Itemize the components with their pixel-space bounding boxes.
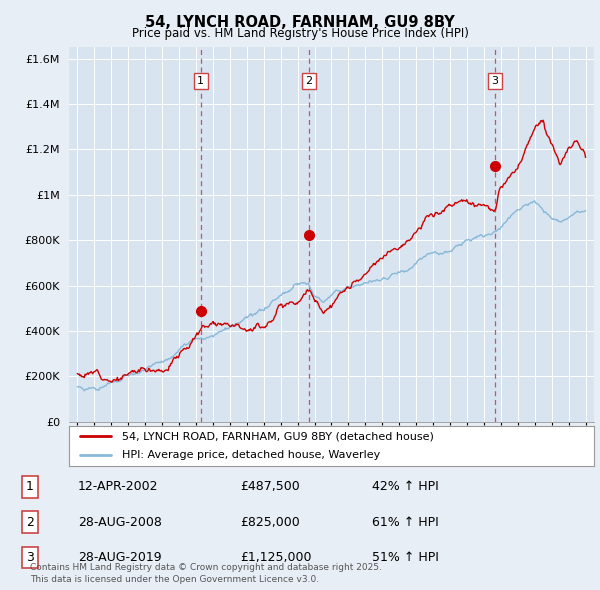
- Text: 3: 3: [26, 551, 34, 564]
- Text: Price paid vs. HM Land Registry's House Price Index (HPI): Price paid vs. HM Land Registry's House …: [131, 27, 469, 40]
- Text: £825,000: £825,000: [240, 516, 300, 529]
- Text: £1,125,000: £1,125,000: [240, 551, 311, 564]
- Text: 51% ↑ HPI: 51% ↑ HPI: [372, 551, 439, 564]
- Text: 12-APR-2002: 12-APR-2002: [78, 480, 158, 493]
- Text: 1: 1: [197, 76, 204, 86]
- Text: 28-AUG-2019: 28-AUG-2019: [78, 551, 161, 564]
- Text: 3: 3: [491, 76, 499, 86]
- Text: 54, LYNCH ROAD, FARNHAM, GU9 8BY: 54, LYNCH ROAD, FARNHAM, GU9 8BY: [145, 15, 455, 30]
- Text: 2: 2: [26, 516, 34, 529]
- Text: 42% ↑ HPI: 42% ↑ HPI: [372, 480, 439, 493]
- Text: Contains HM Land Registry data © Crown copyright and database right 2025.
This d: Contains HM Land Registry data © Crown c…: [30, 563, 382, 584]
- Text: £487,500: £487,500: [240, 480, 300, 493]
- Text: 1: 1: [26, 480, 34, 493]
- Text: 2: 2: [305, 76, 313, 86]
- Text: 28-AUG-2008: 28-AUG-2008: [78, 516, 162, 529]
- Text: 61% ↑ HPI: 61% ↑ HPI: [372, 516, 439, 529]
- Text: 54, LYNCH ROAD, FARNHAM, GU9 8BY (detached house): 54, LYNCH ROAD, FARNHAM, GU9 8BY (detach…: [121, 431, 433, 441]
- Text: HPI: Average price, detached house, Waverley: HPI: Average price, detached house, Wave…: [121, 450, 380, 460]
